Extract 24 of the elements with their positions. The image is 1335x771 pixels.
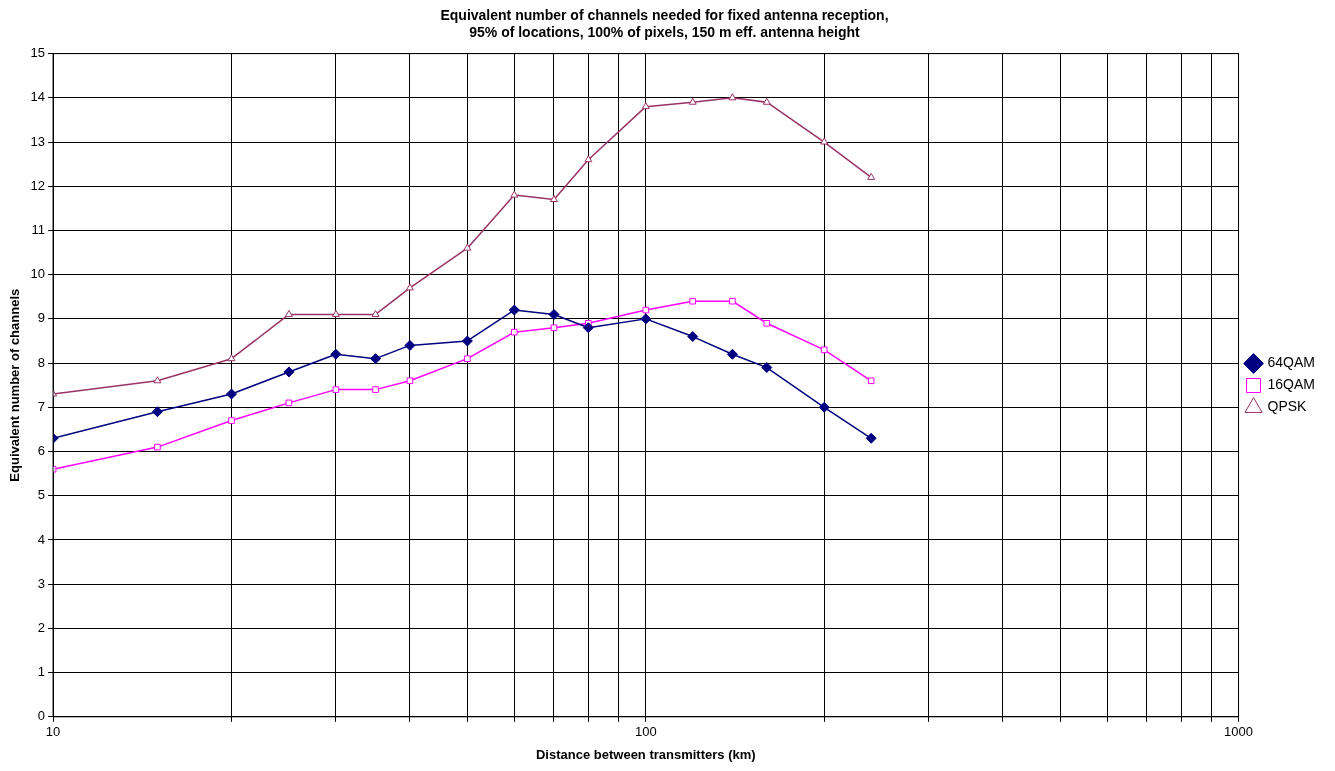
y-tick-label: 12 bbox=[30, 177, 46, 193]
y-tick-label: 2 bbox=[37, 619, 46, 635]
y-tick-label: 9 bbox=[37, 310, 46, 326]
y-tick-label: 10 bbox=[30, 266, 46, 282]
y-tick-label: 15 bbox=[30, 45, 46, 61]
y-tick-label: 13 bbox=[30, 133, 46, 149]
legend-label: 64QAM bbox=[1267, 354, 1316, 371]
y-tick-label: 4 bbox=[37, 531, 46, 547]
y-tick-label: 0 bbox=[37, 708, 46, 724]
legend-label: 16QAM bbox=[1267, 376, 1316, 393]
y-tick-label: 8 bbox=[37, 354, 46, 370]
x-tick-label: 1000 bbox=[1224, 724, 1253, 740]
y-tick-label: 11 bbox=[31, 222, 46, 238]
y-axis-title: Equivalent number of channels bbox=[7, 288, 23, 482]
y-tick-label: 5 bbox=[37, 487, 46, 503]
y-tick-label: 6 bbox=[37, 443, 46, 459]
x-axis-title: Distance between transmitters (km) bbox=[535, 746, 756, 762]
chart-title: Equivalent number of channels needed for fixed antenna reception, 95% of locations, 100% of pixels, 150 m eff. antenna height bbox=[440, 7, 889, 41]
x-tick-label: 100 bbox=[634, 724, 657, 740]
legend-label: QPSK bbox=[1267, 398, 1308, 415]
y-tick-label: 14 bbox=[30, 89, 46, 105]
y-tick-label: 1 bbox=[37, 664, 46, 680]
y-tick-label: 7 bbox=[37, 398, 46, 414]
y-tick-label: 3 bbox=[37, 575, 46, 591]
